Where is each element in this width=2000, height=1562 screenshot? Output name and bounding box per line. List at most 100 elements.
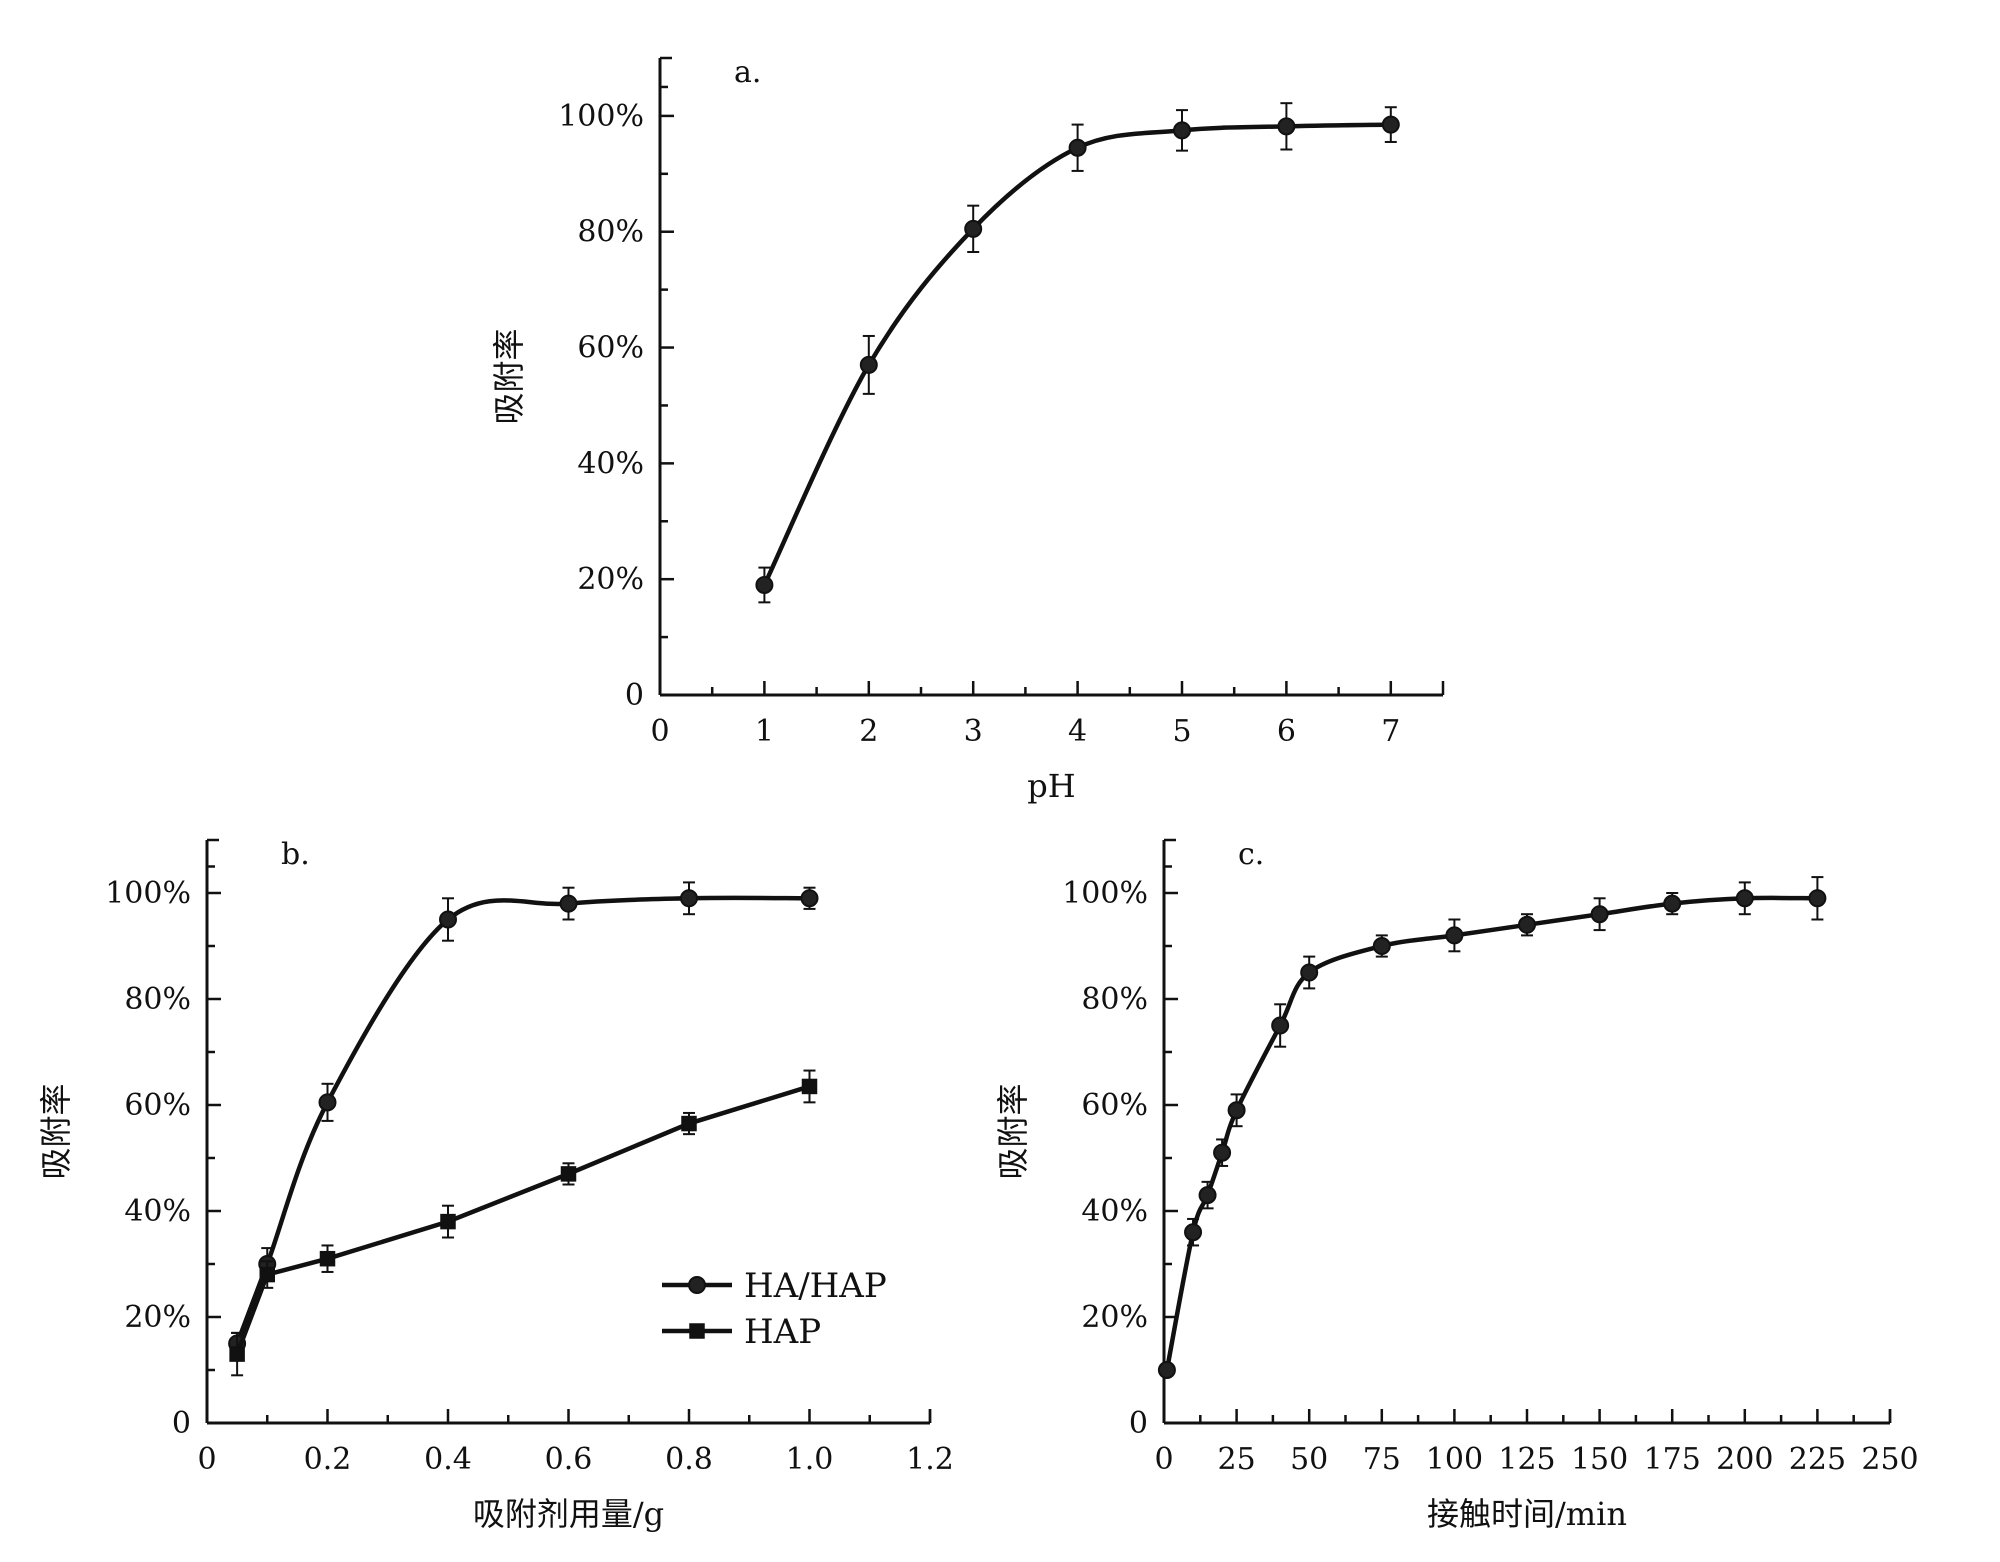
panel-label: c. — [1238, 837, 1264, 872]
x-tick-label: 0.6 — [545, 1442, 593, 1477]
data-point — [1157, 1361, 1176, 1379]
x-tick-label: 6 — [1277, 714, 1296, 749]
data-point — [1381, 115, 1400, 134]
y-axis-label: 吸附率 — [994, 1083, 1032, 1179]
y-tick-label: 20% — [577, 562, 644, 597]
x-tick-label: 225 — [1789, 1442, 1846, 1477]
x-tick-label: 0 — [1154, 1442, 1173, 1477]
data-point — [859, 355, 878, 374]
data-point — [1227, 1101, 1246, 1120]
data-point — [318, 1093, 337, 1112]
legend-label: HAP — [744, 1312, 821, 1352]
data-point — [1068, 138, 1087, 157]
y-tick-label: 60% — [124, 1088, 191, 1123]
panel-label: b. — [281, 837, 310, 872]
y-axis-label: 吸附率 — [490, 328, 528, 424]
data-point — [1663, 894, 1682, 913]
y-tick-label: 100% — [1062, 876, 1148, 911]
panel-label: a. — [734, 55, 761, 90]
x-tick-label: 3 — [964, 714, 983, 749]
y-tick-label: 0 — [172, 1406, 191, 1441]
y-tick-label: 100% — [105, 876, 191, 911]
x-tick-label: 50 — [1290, 1442, 1328, 1477]
x-tick-label: 0 — [650, 714, 669, 749]
data-point — [319, 1250, 336, 1267]
data-point — [439, 910, 457, 929]
y-tick-label: 80% — [577, 215, 644, 250]
y-tick-label: 20% — [124, 1300, 191, 1335]
x-axis-label: 吸附剂用量/g — [473, 1495, 664, 1533]
y-tick-label: 40% — [1081, 1194, 1148, 1229]
data-point — [1271, 1016, 1290, 1035]
data-point — [559, 894, 578, 913]
x-tick-label: 2 — [859, 714, 878, 749]
x-tick-label: 100 — [1426, 1442, 1483, 1477]
data-point — [1213, 1143, 1232, 1162]
y-tick-label: 40% — [124, 1194, 191, 1229]
y-tick-label: 60% — [1081, 1088, 1148, 1123]
series-0 — [1157, 876, 1827, 1379]
y-axis-label: 吸附率 — [37, 1083, 75, 1179]
x-tick-label: 7 — [1381, 714, 1400, 749]
data-point — [800, 889, 819, 908]
data-point — [1518, 915, 1536, 934]
y-tick-label: 80% — [1081, 982, 1148, 1017]
data-point — [440, 1213, 456, 1230]
x-tick-label: 4 — [1068, 714, 1087, 749]
x-tick-label: 0.2 — [304, 1442, 352, 1477]
x-tick-label: 1.2 — [906, 1442, 954, 1477]
data-point — [680, 889, 698, 908]
x-tick-label: 25 — [1218, 1442, 1256, 1477]
data-point — [1590, 905, 1609, 924]
data-point — [1735, 889, 1754, 908]
data-point — [964, 219, 983, 238]
data-point — [1184, 1223, 1203, 1242]
x-tick-label: 200 — [1716, 1442, 1773, 1477]
y-tick-label: 40% — [577, 446, 644, 481]
legend: HA/HAP HAP — [662, 1266, 887, 1352]
x-tick-label: 1.0 — [786, 1442, 834, 1477]
legend-marker — [689, 1323, 705, 1339]
y-tick-label: 100% — [558, 99, 644, 134]
data-point — [1808, 889, 1827, 908]
legend-marker — [688, 1276, 706, 1294]
x-tick-label: 250 — [1861, 1442, 1918, 1477]
data-point — [560, 1166, 577, 1182]
data-point — [681, 1115, 697, 1132]
data-point — [1300, 963, 1319, 982]
x-tick-label: 150 — [1571, 1442, 1628, 1477]
x-tick-label: 75 — [1363, 1442, 1401, 1477]
series-hap — [229, 1069, 818, 1377]
data-point — [1173, 121, 1191, 140]
series-line — [762, 122, 1391, 586]
y-tick-label: 20% — [1081, 1300, 1148, 1335]
data-point — [755, 575, 774, 594]
data-point — [1372, 937, 1391, 955]
y-tick-label: 0 — [1129, 1406, 1148, 1441]
x-axis-label: 接触时间/min — [1427, 1495, 1627, 1533]
series-line — [1164, 895, 1818, 1371]
y-tick-label: 0 — [625, 678, 644, 713]
x-tick-label: 0.4 — [424, 1442, 472, 1477]
data-point — [259, 1266, 275, 1283]
y-tick-label: 60% — [577, 331, 644, 366]
x-tick-label: 0 — [197, 1442, 216, 1477]
x-tick-label: 5 — [1172, 714, 1191, 749]
chart-panel-c: 0 25 50 75 100 125 150 175 200 225 250 0 20% 40% 60% 80… — [994, 837, 1919, 1533]
chart-panel-b: 0 0.2 0.4 0.6 0.8 1.0 1.2 0 20% 40% 60% 80% 100% 吸附剂用… — [37, 837, 954, 1533]
x-tick-label: 175 — [1644, 1442, 1701, 1477]
series-0 — [755, 102, 1400, 604]
legend-label: HA/HAP — [744, 1266, 887, 1306]
data-point — [1198, 1186, 1217, 1205]
x-tick-label: 1 — [755, 714, 774, 749]
x-tick-label: 0.8 — [665, 1442, 713, 1477]
chart-panel-a: 0 1 2 3 4 5 6 7 0 20% 40% 60% 80% 100% pH 吸附率 a. — [490, 55, 1445, 805]
data-point — [229, 1346, 245, 1362]
data-point — [1277, 117, 1296, 136]
x-axis-label: pH — [1027, 767, 1075, 805]
data-point — [801, 1078, 818, 1095]
y-tick-label: 80% — [124, 982, 191, 1017]
data-point — [1445, 926, 1464, 945]
series-line — [235, 1084, 811, 1355]
